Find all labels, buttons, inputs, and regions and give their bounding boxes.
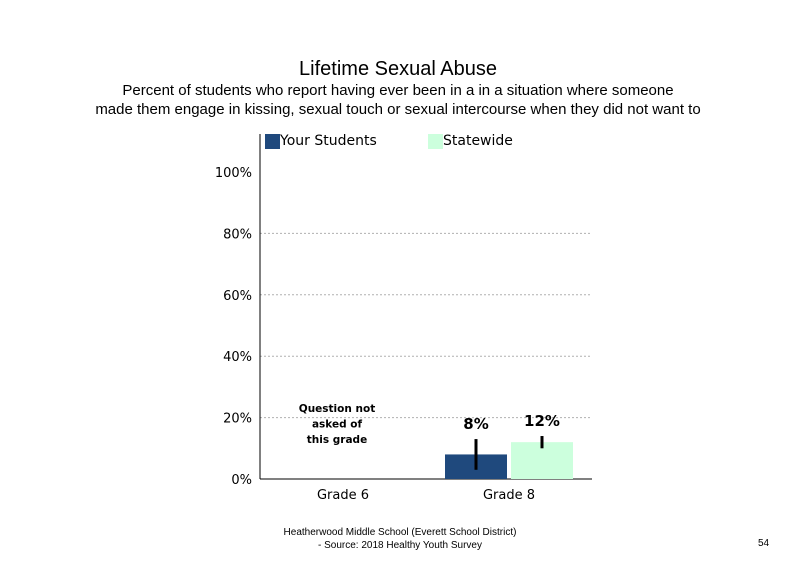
footer-school: Heatherwood Middle School (Everett Schoo… <box>283 527 517 538</box>
chart-subtitle-line1: Percent of students who report having ev… <box>122 82 674 99</box>
page-number: 54 <box>758 538 770 549</box>
annotation-line: asked of <box>312 419 363 431</box>
footer-survey: - Source: 2018 Healthy Youth Survey <box>318 540 482 551</box>
data-label: 12% <box>524 412 560 430</box>
footer-source: Heatherwood Middle School (Everett Schoo… <box>200 526 600 552</box>
chart-subtitle: Percent of students who report having ev… <box>0 81 796 119</box>
x-tick-label: Grade 8 <box>483 488 535 503</box>
x-tick-label: Grade 6 <box>317 488 369 503</box>
annotation-line: this grade <box>307 434 367 446</box>
legend-swatch-your-students <box>265 134 280 149</box>
y-tick-label: 60% <box>223 289 252 304</box>
y-tick-label: 20% <box>223 412 252 427</box>
y-tick-label: 80% <box>223 227 252 242</box>
legend-label-statewide: Statewide <box>443 133 513 149</box>
chart-subtitle-line2: made them engage in kissing, sexual touc… <box>95 101 701 118</box>
y-tick-label: 40% <box>223 350 252 365</box>
legend-label-your-students: Your Students <box>280 133 377 149</box>
legend-swatch-statewide <box>428 134 443 149</box>
y-tick-label: 100% <box>215 166 252 181</box>
y-tick-label: 0% <box>231 473 252 488</box>
annotation-line: Question not <box>299 403 375 415</box>
chart-title: Lifetime Sexual Abuse <box>299 58 497 80</box>
data-label: 8% <box>463 415 488 433</box>
